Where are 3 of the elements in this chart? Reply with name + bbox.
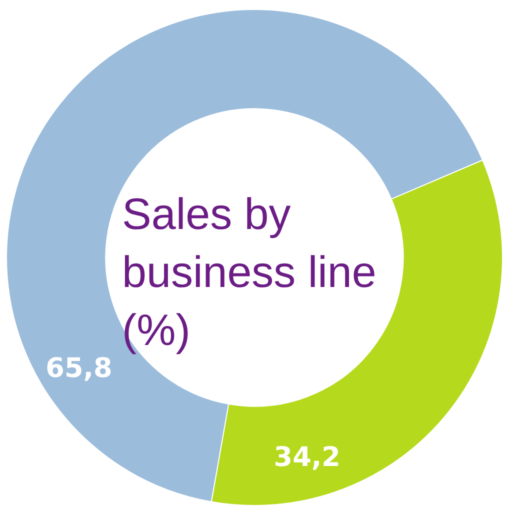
data-label: 34,2: [274, 442, 340, 474]
text: Sales by business line (%): [122, 189, 378, 357]
data-label: 65,8: [46, 352, 112, 384]
